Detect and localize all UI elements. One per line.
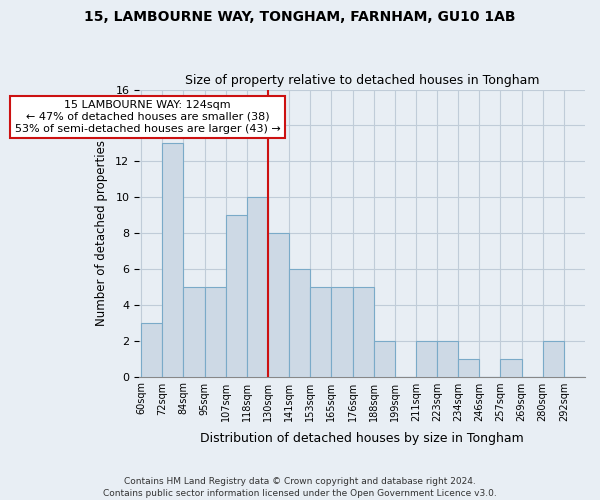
Title: Size of property relative to detached houses in Tongham: Size of property relative to detached ho… [185,74,539,87]
Bar [353,287,374,376]
Bar [458,358,479,376]
Bar [310,287,331,376]
Text: Contains HM Land Registry data © Crown copyright and database right 2024.
Contai: Contains HM Land Registry data © Crown c… [103,476,497,498]
Bar [374,340,395,376]
Bar [141,322,163,376]
Y-axis label: Number of detached properties: Number of detached properties [95,140,108,326]
Bar [163,144,184,376]
Bar [437,340,458,376]
Bar [543,340,564,376]
Bar [331,287,353,376]
Bar [500,358,521,376]
Bar [247,197,268,376]
Text: 15, LAMBOURNE WAY, TONGHAM, FARNHAM, GU10 1AB: 15, LAMBOURNE WAY, TONGHAM, FARNHAM, GU1… [84,10,516,24]
Bar [184,287,205,376]
X-axis label: Distribution of detached houses by size in Tongham: Distribution of detached houses by size … [200,432,524,445]
Text: 15 LAMBOURNE WAY: 124sqm
← 47% of detached houses are smaller (38)
53% of semi-d: 15 LAMBOURNE WAY: 124sqm ← 47% of detach… [14,100,280,134]
Bar [268,233,289,376]
Bar [226,215,247,376]
Bar [205,287,226,376]
Bar [289,269,310,376]
Bar [416,340,437,376]
